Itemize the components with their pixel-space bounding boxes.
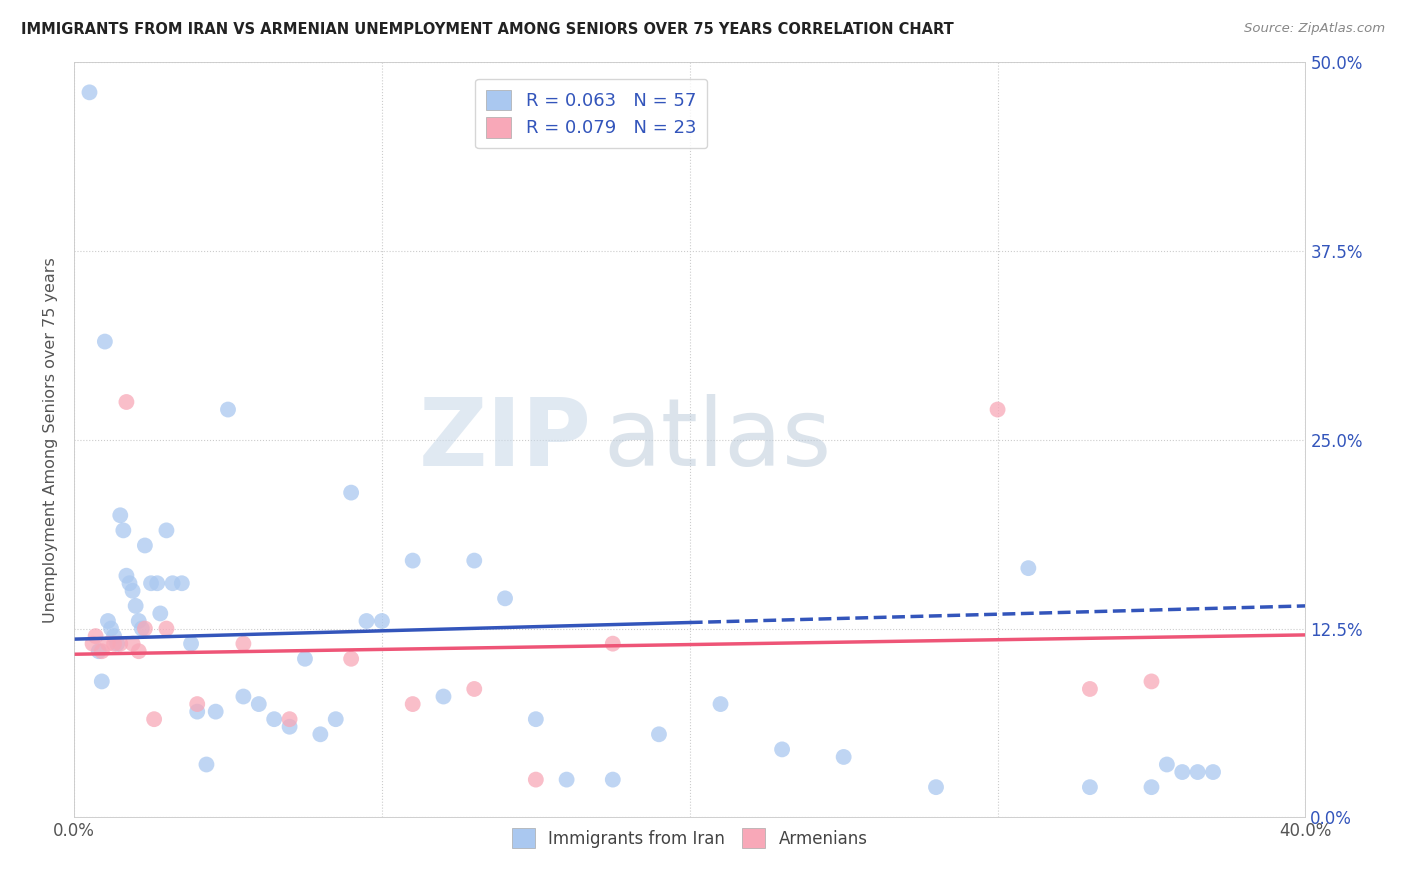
Text: atlas: atlas xyxy=(603,393,832,486)
Point xyxy=(84,629,107,643)
Point xyxy=(204,705,226,719)
Point xyxy=(90,674,112,689)
Point xyxy=(195,757,218,772)
Point xyxy=(1140,674,1163,689)
Point xyxy=(139,576,162,591)
Point xyxy=(134,622,156,636)
Point xyxy=(100,622,122,636)
Point xyxy=(602,772,624,787)
Point xyxy=(1140,780,1163,794)
Text: IMMIGRANTS FROM IRAN VS ARMENIAN UNEMPLOYMENT AMONG SENIORS OVER 75 YEARS CORREL: IMMIGRANTS FROM IRAN VS ARMENIAN UNEMPLO… xyxy=(21,22,953,37)
Point xyxy=(128,614,150,628)
Point xyxy=(925,780,948,794)
Point xyxy=(1078,681,1101,696)
Point xyxy=(325,712,347,726)
Point xyxy=(115,568,138,582)
Point xyxy=(131,622,153,636)
Point xyxy=(110,508,132,523)
Point xyxy=(340,485,363,500)
Point xyxy=(105,637,128,651)
Point xyxy=(94,334,117,349)
Point xyxy=(232,690,254,704)
Point xyxy=(494,591,516,606)
Point xyxy=(217,402,239,417)
Text: ZIP: ZIP xyxy=(419,393,592,486)
Point xyxy=(263,712,285,726)
Point xyxy=(555,772,578,787)
Point xyxy=(170,576,193,591)
Point xyxy=(87,644,110,658)
Point xyxy=(602,637,624,651)
Point xyxy=(186,697,208,711)
Point xyxy=(103,637,125,651)
Point xyxy=(432,690,454,704)
Point xyxy=(97,614,120,628)
Point xyxy=(340,652,363,666)
Point xyxy=(146,576,169,591)
Point xyxy=(118,576,141,591)
Point xyxy=(90,644,112,658)
Point xyxy=(247,697,270,711)
Point xyxy=(97,637,120,651)
Point xyxy=(1187,765,1209,780)
Point xyxy=(987,402,1010,417)
Point xyxy=(402,697,425,711)
Point xyxy=(134,539,156,553)
Point xyxy=(128,644,150,658)
Point xyxy=(121,583,143,598)
Point xyxy=(162,576,184,591)
Point xyxy=(124,599,146,613)
Point xyxy=(1078,780,1101,794)
Point xyxy=(155,622,177,636)
Point xyxy=(149,607,172,621)
Point xyxy=(1171,765,1194,780)
Point xyxy=(278,712,301,726)
Point xyxy=(278,720,301,734)
Y-axis label: Unemployment Among Seniors over 75 years: Unemployment Among Seniors over 75 years xyxy=(44,257,58,623)
Point xyxy=(112,524,135,538)
Point xyxy=(155,524,177,538)
Point xyxy=(832,750,855,764)
Point xyxy=(143,712,166,726)
Point xyxy=(110,637,132,651)
Point xyxy=(1202,765,1225,780)
Point xyxy=(232,637,254,651)
Point xyxy=(709,697,731,711)
Point xyxy=(82,637,104,651)
Point xyxy=(309,727,332,741)
Legend: Immigrants from Iran, Armenians: Immigrants from Iran, Armenians xyxy=(505,822,875,855)
Point xyxy=(115,395,138,409)
Point xyxy=(1156,757,1178,772)
Point xyxy=(524,712,547,726)
Point xyxy=(121,637,143,651)
Point xyxy=(371,614,394,628)
Text: Source: ZipAtlas.com: Source: ZipAtlas.com xyxy=(1244,22,1385,36)
Point xyxy=(463,553,485,567)
Point xyxy=(180,637,202,651)
Point xyxy=(402,553,425,567)
Point xyxy=(79,86,101,100)
Point xyxy=(770,742,793,756)
Point xyxy=(103,629,125,643)
Point xyxy=(356,614,378,628)
Point xyxy=(524,772,547,787)
Point xyxy=(1017,561,1039,575)
Point xyxy=(294,652,316,666)
Point xyxy=(648,727,671,741)
Point xyxy=(463,681,485,696)
Point xyxy=(186,705,208,719)
